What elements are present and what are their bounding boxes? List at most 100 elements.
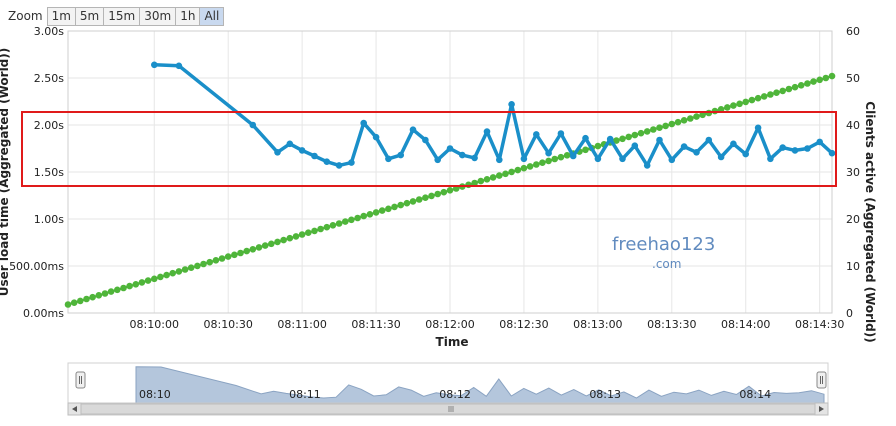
navigator-scrollbar[interactable] xyxy=(67,402,829,416)
response-point xyxy=(151,61,158,69)
clients-point xyxy=(157,273,164,281)
zoom-1h-button[interactable]: 1h xyxy=(175,6,200,26)
response-point xyxy=(680,143,688,150)
response-point xyxy=(446,145,454,152)
clients-point xyxy=(828,72,836,80)
clients-point xyxy=(335,220,343,227)
clients-point xyxy=(680,117,688,124)
clients-point xyxy=(631,131,639,139)
y-right-tick-label: 40 xyxy=(846,119,860,132)
response-point xyxy=(360,119,368,127)
scrollbar-right-arrow-icon xyxy=(819,406,824,412)
clients-point xyxy=(70,299,78,307)
clients-point xyxy=(187,264,195,272)
clients-point xyxy=(274,238,281,246)
clients-point xyxy=(736,100,743,108)
series-response xyxy=(151,61,836,169)
clients-point xyxy=(816,76,823,84)
y-right-tick-label: 20 xyxy=(846,213,860,226)
zoom-30m-button[interactable]: 30m xyxy=(139,6,176,26)
y-left-tick-label: 0.00ms xyxy=(23,307,64,320)
y-left-tick-label: 2.50s xyxy=(34,72,64,85)
navigator-right-handle[interactable] xyxy=(816,371,827,389)
x-tick-label: 08:12:00 xyxy=(425,318,474,331)
x-tick-label: 08:13:00 xyxy=(573,318,622,331)
response-point xyxy=(372,133,380,141)
clients-point xyxy=(526,163,534,170)
clients-point xyxy=(730,102,737,109)
response-point xyxy=(385,155,392,163)
clients-point xyxy=(397,201,405,209)
response-point xyxy=(557,130,565,137)
zoom-15m-button[interactable]: 15m xyxy=(103,6,140,26)
clients-point xyxy=(218,255,226,262)
response-point xyxy=(754,124,762,132)
clients-point xyxy=(231,251,238,259)
clients-point xyxy=(194,262,201,270)
clients-point xyxy=(514,166,522,174)
response-point xyxy=(594,155,602,163)
clients-point xyxy=(502,170,509,178)
y-right-tick-label: 60 xyxy=(846,25,860,38)
clients-point xyxy=(391,203,398,211)
response-point xyxy=(705,136,713,144)
clients-point xyxy=(557,153,565,161)
scrollbar-grip-icon xyxy=(448,406,454,412)
response-point xyxy=(520,155,528,163)
clients-point xyxy=(477,177,485,185)
clients-point xyxy=(305,229,312,236)
response-point xyxy=(668,156,676,164)
zoom-bar: Zoom 1m 5m 15m 30m 1h All xyxy=(8,6,225,26)
clients-point xyxy=(520,164,528,172)
x-tick-label: 08:11:00 xyxy=(277,318,326,331)
response-point xyxy=(335,162,343,169)
clients-point xyxy=(440,188,448,196)
response-point xyxy=(434,156,442,164)
zoom-all-button[interactable]: All xyxy=(199,6,225,26)
clients-point xyxy=(292,233,300,240)
y-right-tick-labels: 0 10 20 30 40 50 60 xyxy=(846,25,860,320)
clients-point xyxy=(428,192,435,200)
zoom-5m-button[interactable]: 5m xyxy=(74,6,104,26)
navigator-time-label: 08:10 xyxy=(139,388,171,401)
clients-point xyxy=(403,199,411,207)
clients-point xyxy=(785,85,793,93)
clients-point xyxy=(243,247,250,255)
response-point xyxy=(643,162,651,169)
clients-point xyxy=(422,194,429,201)
scrollbar-thumb xyxy=(80,403,816,415)
clients-point xyxy=(434,190,442,198)
clients-point xyxy=(151,275,158,283)
y-left-tick-label: 3.00s xyxy=(34,25,64,38)
clients-point xyxy=(101,290,109,297)
clients-point xyxy=(83,295,90,303)
zoom-1m-button[interactable]: 1m xyxy=(46,6,75,26)
y-left-tick-label: 2.00s xyxy=(34,119,64,132)
clients-point xyxy=(138,279,146,286)
x-tick-label: 08:10:30 xyxy=(203,318,252,331)
navigator-time-label: 08:11 xyxy=(289,388,321,401)
clients-point xyxy=(249,246,257,253)
clients-point xyxy=(409,198,417,205)
response-point xyxy=(397,151,405,159)
clients-point xyxy=(699,111,706,119)
y-left-tick-labels: 0.00ms 500.00ms 1.00s 1.50s 2.00s 2.50s 3.00s xyxy=(9,25,64,320)
clients-point xyxy=(280,236,287,244)
clients-point xyxy=(489,174,497,181)
y-right-tick-label: 50 xyxy=(846,72,860,85)
clients-point xyxy=(144,277,152,284)
navigator[interactable]: 08:10 08:11 08:12 08:13 08:14 xyxy=(67,362,829,404)
clients-point xyxy=(366,211,374,218)
response-point xyxy=(286,140,294,148)
clients-point xyxy=(114,286,121,294)
clients-point xyxy=(329,222,337,229)
navigator-left-handle[interactable] xyxy=(75,371,86,389)
response-point xyxy=(348,159,355,166)
clients-point xyxy=(582,146,589,154)
clients-point xyxy=(342,218,349,225)
clients-point xyxy=(372,209,380,216)
navigator-time-label: 08:13 xyxy=(589,388,621,401)
clients-point xyxy=(354,214,361,222)
response-point xyxy=(619,155,626,163)
